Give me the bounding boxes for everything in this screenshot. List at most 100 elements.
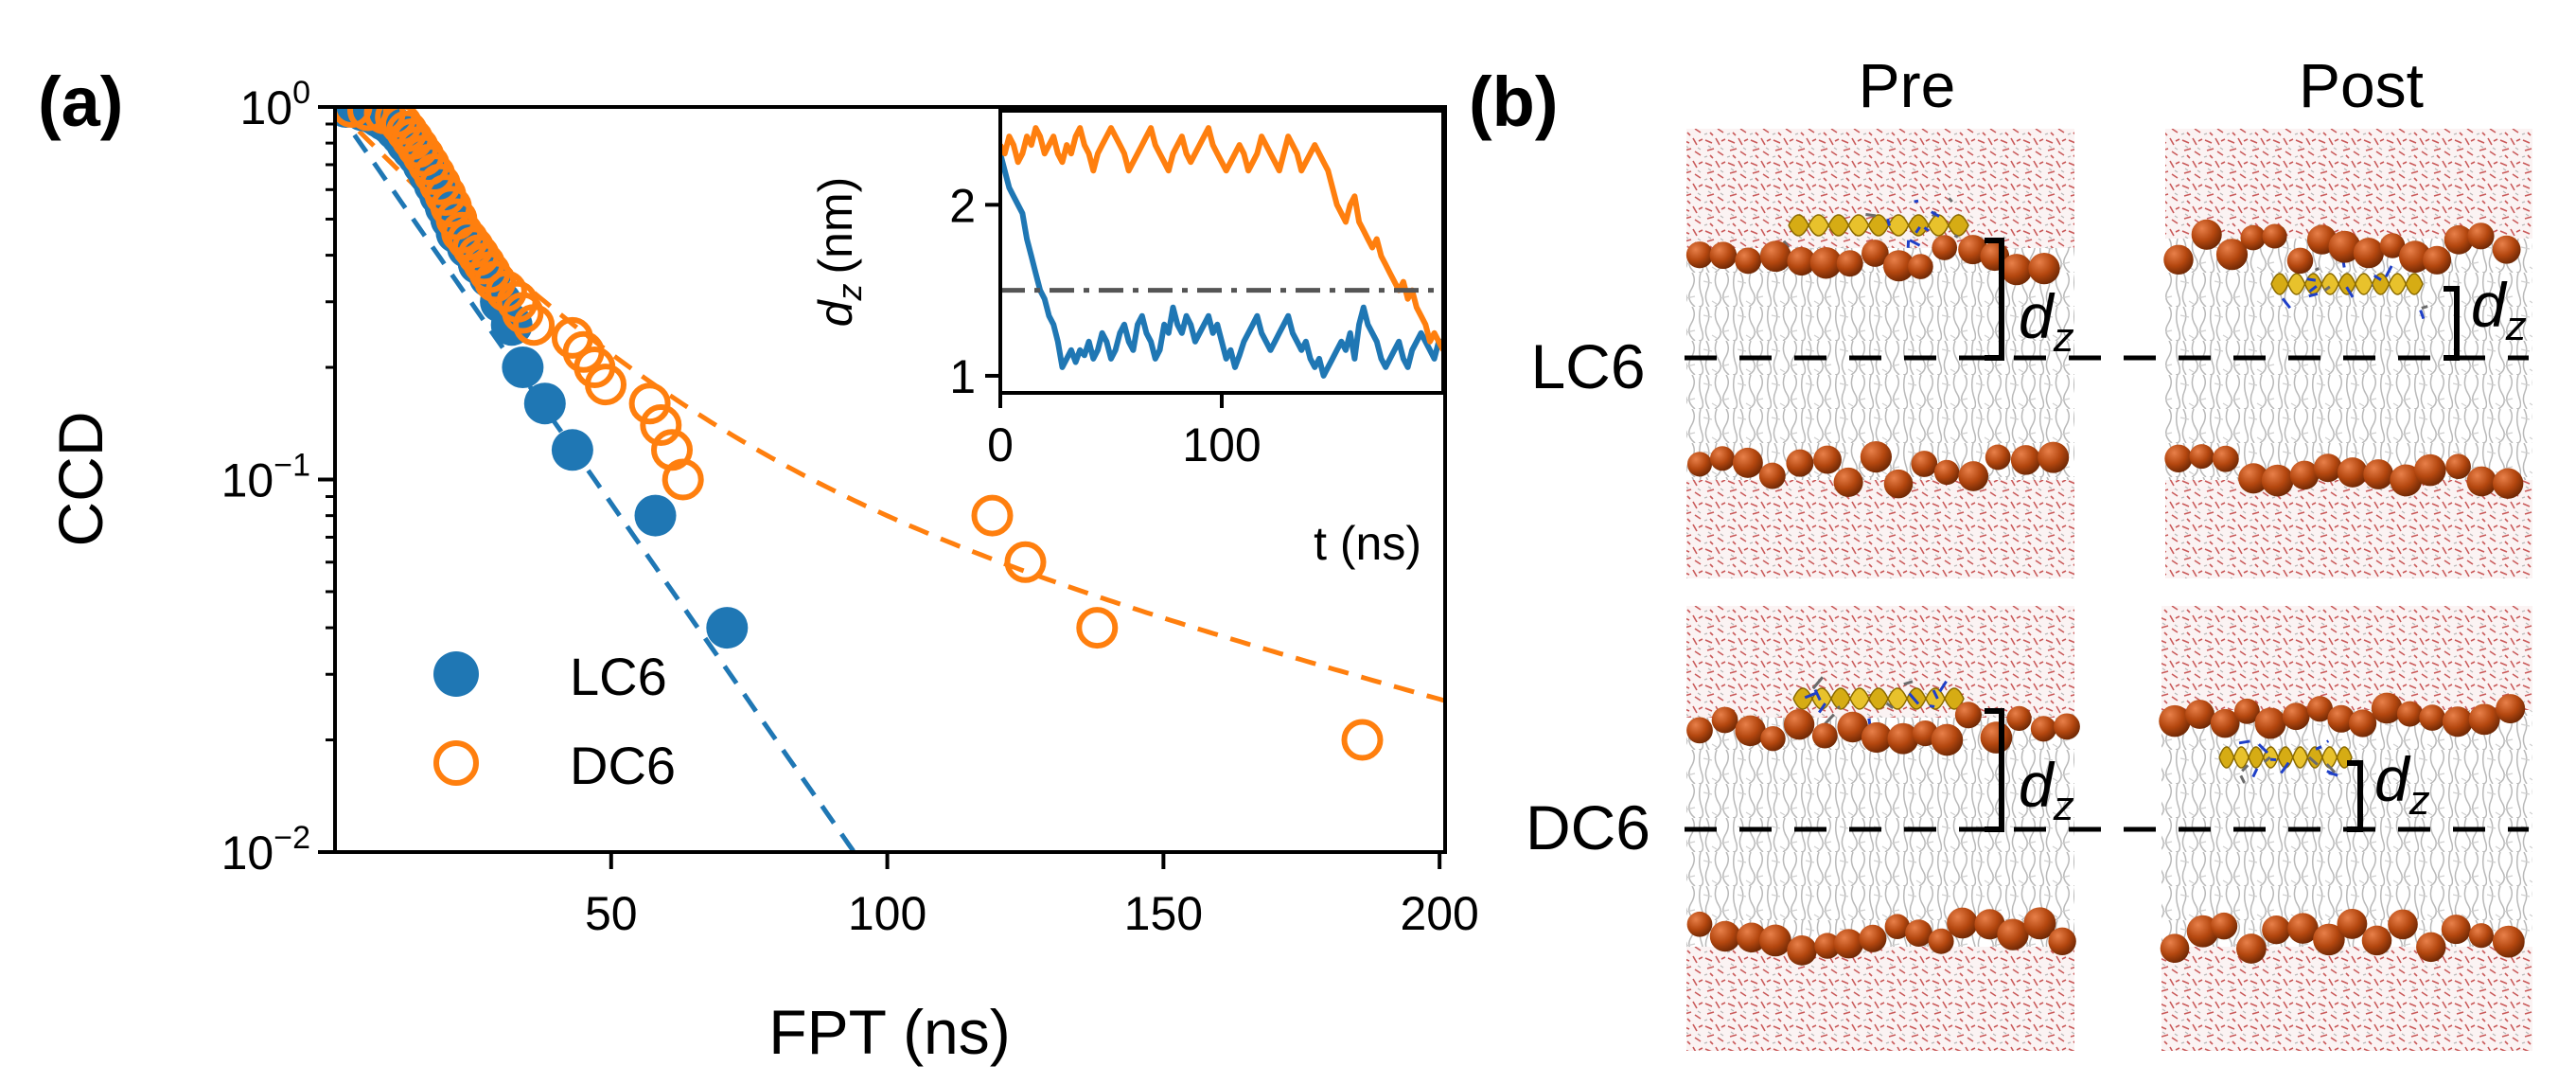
headgroup-sphere (2468, 703, 2500, 736)
headgroup-sphere (1887, 722, 1919, 755)
headgroup-sphere (1737, 922, 1767, 953)
side-chain (2241, 764, 2250, 773)
side-chain (1836, 705, 1841, 710)
inset-x-tick-label: 100 (1182, 418, 1261, 471)
helix-segment (2405, 273, 2424, 295)
headgroup-sphere (1732, 447, 1763, 478)
y-tick-label: 10−1 (221, 448, 310, 507)
headgroup-sphere (2493, 468, 2524, 499)
side-chain (2239, 774, 2246, 784)
headgroup-sphere (2444, 224, 2474, 255)
side-chain (2325, 763, 2337, 773)
side-chain (2280, 761, 2290, 774)
headgroup-sphere (2445, 453, 2471, 480)
headgroup-sphere (2282, 702, 2310, 731)
headgroup-sphere (1786, 449, 1814, 477)
dz-bracket-lc6-pre (1985, 238, 2004, 361)
row-label-lc6: LC6 (1530, 331, 1645, 401)
headgroup-sphere (1783, 709, 1815, 740)
headgroup-sphere (2388, 909, 2418, 940)
headgroup-sphere (1686, 452, 1713, 477)
headgroup-sphere (1709, 241, 1738, 270)
side-chain (2323, 285, 2331, 293)
headgroup-sphere (2287, 913, 2319, 944)
headgroup-sphere (2262, 915, 2291, 945)
helix-segment (2292, 746, 2309, 769)
side-chain (2238, 739, 2250, 745)
dz-brackets: dz dz dz dz (1985, 238, 2527, 832)
headgroup-sphere (2379, 233, 2406, 258)
side-chain (2257, 743, 2269, 755)
headgroup-sphere (2361, 925, 2392, 956)
headgroup-sphere (2337, 908, 2368, 939)
data-point-dc6 (513, 304, 556, 347)
headgroup-sphere (1709, 920, 1741, 952)
data-point-dc6 (335, 107, 373, 128)
headgroup-sphere (2313, 923, 2345, 956)
data-point-dc6 (585, 364, 626, 406)
headgroup-sphere (1861, 240, 1889, 267)
headgroup-sphere (1814, 933, 1841, 959)
side-chain (1824, 713, 1835, 725)
peptide (2270, 258, 2428, 320)
trajectory-line-lc6 (1000, 152, 1443, 379)
inset-x-tick-label: 0 (987, 418, 1014, 471)
side-chain (1804, 691, 1817, 700)
headgroup-sphere (1911, 451, 1938, 477)
headgroup-sphere (1787, 935, 1817, 966)
y-tick-label: 10−2 (221, 820, 310, 880)
legend-label-dc6: DC6 (570, 736, 676, 795)
lipid-bilayer (1686, 718, 2074, 947)
headgroup-sphere (1685, 241, 1714, 269)
headgroup-sphere (2313, 453, 2342, 483)
peptide (2218, 739, 2353, 784)
headgroup-sphere (1759, 924, 1791, 957)
headgroup-sphere (2441, 915, 2471, 945)
lipid-bilayer (1686, 248, 2074, 480)
headgroup-sphere (1709, 446, 1736, 471)
dz-bracket-lc6-post (2444, 286, 2460, 361)
headgroup-sphere (2338, 457, 2368, 488)
side-chain (2384, 265, 2393, 277)
helix-segment (1788, 214, 1809, 237)
data-point-lc6 (502, 347, 544, 388)
x-tick-label: 50 (585, 887, 638, 940)
headgroup-sphere (2054, 713, 2080, 740)
dz-label-dc6-pre: dz (2019, 750, 2074, 829)
headgroup-sphere (1811, 722, 1838, 749)
side-chain (1929, 704, 1935, 708)
headgroup-sphere (2159, 704, 2191, 737)
side-chain (1865, 213, 1877, 218)
headgroup-sphere (2306, 696, 2334, 722)
data-point-lc6 (634, 494, 677, 537)
x-tick-label: 200 (1400, 887, 1478, 940)
column-title-pre: Pre (1859, 50, 1956, 120)
data-point-dc6 (1004, 541, 1047, 583)
headgroup-sphere (2262, 223, 2287, 249)
headgroup-sphere (1787, 246, 1816, 276)
headgroup-sphere (1974, 909, 2005, 940)
headgroup-sphere (1809, 246, 1843, 279)
snapshot-lc6-pre (1685, 129, 2074, 578)
headgroup-sphere (2240, 224, 2267, 251)
headgroup-sphere (2289, 460, 2320, 490)
side-chain (2419, 310, 2426, 320)
headgroup-sphere (1686, 911, 1713, 937)
headgroup-sphere (2160, 933, 2190, 964)
helix-segment (2388, 273, 2408, 295)
legend-label-lc6: LC6 (570, 647, 667, 706)
helix-segment (1948, 214, 1969, 237)
inset-plot: 0 100 1 2 t (ns) dz(nm) (809, 109, 1445, 570)
side-chain (1930, 210, 1940, 218)
data-point-dc6 (640, 404, 682, 446)
headgroup-sphere (1861, 721, 1893, 754)
side-chain (1948, 197, 1953, 204)
inset-y-tick-label: 2 (949, 179, 976, 232)
side-chain (1908, 692, 1920, 705)
side-chain (1818, 702, 1826, 714)
panel-a-label: (a) (38, 62, 123, 141)
headgroup-sphere (2254, 707, 2286, 739)
headgroup-sphere (2492, 925, 2525, 958)
headgroup-sphere (1859, 924, 1887, 952)
dz-label-lc6-post: dz (2471, 270, 2527, 349)
